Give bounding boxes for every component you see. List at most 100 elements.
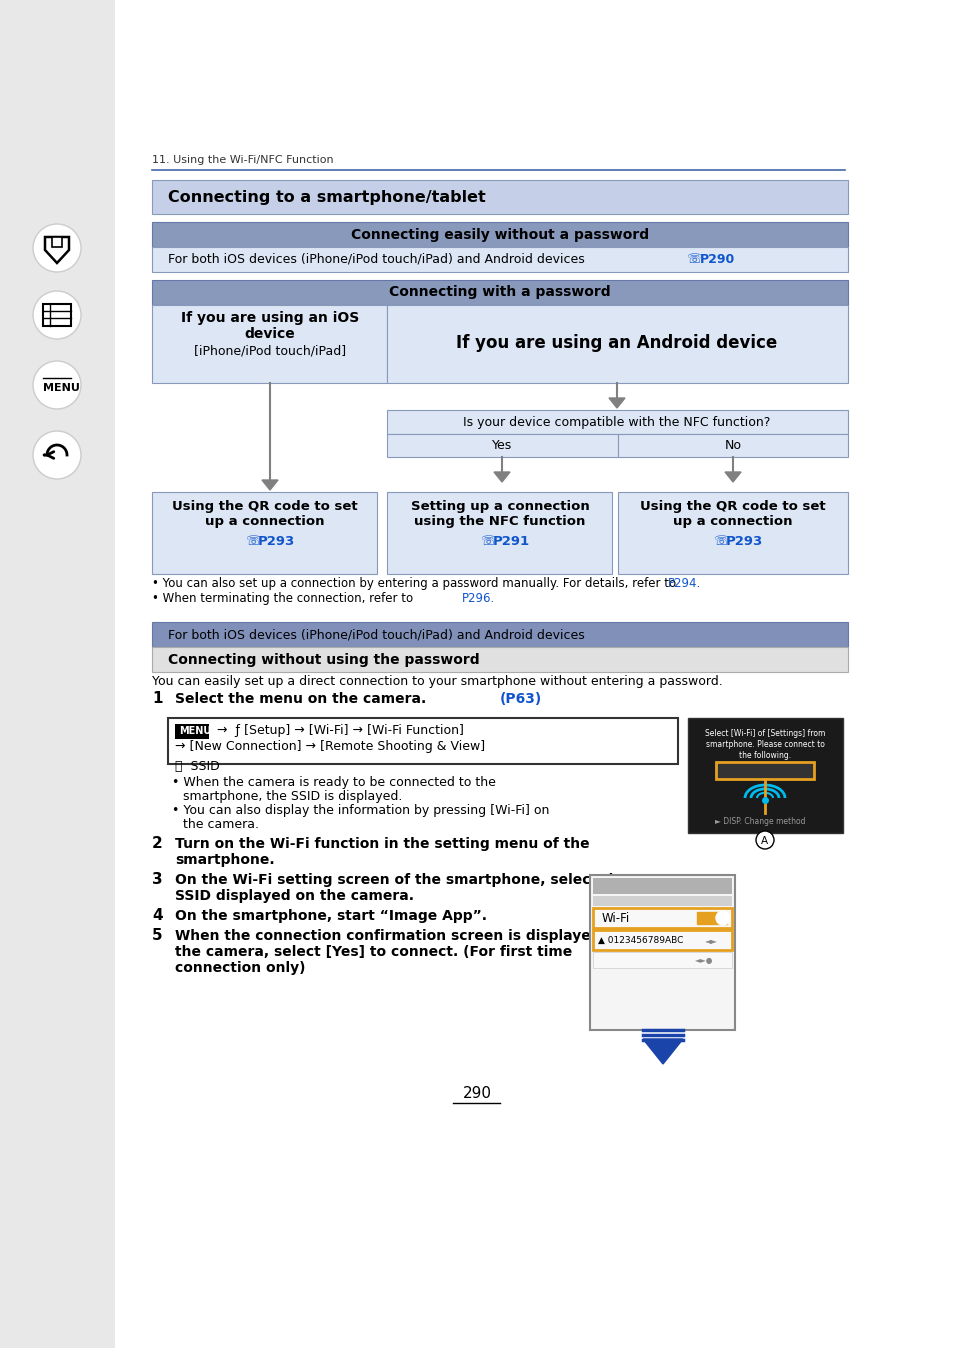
Bar — [719, 764, 810, 776]
Bar — [387, 434, 618, 457]
Text: connection only): connection only) — [174, 961, 305, 975]
Text: [iPhone/iPod touch/iPad]: [iPhone/iPod touch/iPad] — [193, 344, 346, 357]
Text: For both iOS devices (iPhone/iPod touch/iPad) and Android devices: For both iOS devices (iPhone/iPod touch/… — [168, 253, 584, 266]
Polygon shape — [642, 1039, 682, 1064]
Text: using the NFC function: using the NFC function — [414, 515, 585, 528]
Bar — [43, 305, 71, 326]
Polygon shape — [608, 398, 624, 408]
Text: 1: 1 — [152, 692, 162, 706]
Bar — [152, 247, 847, 272]
Text: You can easily set up a direct connection to your smartphone without entering a : You can easily set up a direct connectio… — [152, 675, 722, 687]
Bar — [168, 718, 678, 764]
Text: When the connection confirmation screen is displayed on: When the connection confirmation screen … — [174, 929, 624, 944]
Text: 3: 3 — [152, 872, 162, 887]
Text: up a connection: up a connection — [205, 515, 324, 528]
Bar — [618, 492, 847, 574]
Bar — [593, 952, 731, 968]
Bar — [152, 181, 847, 214]
Bar — [593, 878, 731, 894]
Circle shape — [33, 224, 81, 272]
Bar — [152, 647, 847, 673]
Circle shape — [755, 830, 773, 849]
Text: Connecting easily without a password: Connecting easily without a password — [351, 228, 648, 243]
Polygon shape — [724, 472, 740, 483]
Text: ☏: ☏ — [712, 535, 728, 549]
Bar — [152, 280, 847, 305]
Text: device: device — [244, 328, 295, 341]
Text: P293: P293 — [257, 535, 294, 549]
Text: (P63): (P63) — [499, 692, 541, 706]
Text: If you are using an Android device: If you are using an Android device — [456, 334, 777, 352]
Bar — [52, 237, 62, 247]
Text: For both iOS devices (iPhone/iPod touch/iPad) and Android devices: For both iOS devices (iPhone/iPod touch/… — [168, 628, 584, 642]
Bar — [387, 410, 847, 434]
Text: Using the QR code to set: Using the QR code to set — [639, 500, 825, 514]
Text: ☏: ☏ — [245, 535, 260, 549]
Text: No: No — [723, 439, 740, 452]
Text: • You can also set up a connection by entering a password manually. For details,: • You can also set up a connection by en… — [152, 577, 676, 590]
Text: smartphone, the SSID is displayed.: smartphone, the SSID is displayed. — [183, 790, 402, 803]
Bar — [716, 762, 813, 779]
Text: P293: P293 — [725, 535, 762, 549]
Bar — [52, 237, 62, 247]
Text: Connecting to a smartphone/tablet: Connecting to a smartphone/tablet — [168, 190, 485, 205]
Text: ☏: ☏ — [685, 253, 700, 266]
Text: Select the menu on the camera.: Select the menu on the camera. — [174, 692, 426, 706]
Text: the camera, select [Yes] to connect. (For first time: the camera, select [Yes] to connect. (Fo… — [174, 945, 572, 958]
Text: Yes: Yes — [492, 439, 512, 452]
Bar — [174, 724, 209, 739]
Text: • When terminating the connection, refer to: • When terminating the connection, refer… — [152, 592, 413, 605]
Bar — [152, 222, 847, 247]
Text: ◄►●: ◄►● — [695, 956, 713, 965]
Text: Turn on the Wi-Fi function in the setting menu of the: Turn on the Wi-Fi function in the settin… — [174, 837, 589, 851]
Bar — [687, 718, 842, 833]
Bar — [387, 492, 612, 574]
Bar — [0, 0, 115, 1348]
Text: smartphone.: smartphone. — [174, 853, 274, 867]
Bar — [697, 913, 726, 923]
Text: ► DISP. Change method: ► DISP. Change method — [714, 817, 804, 826]
Circle shape — [716, 911, 729, 925]
Text: ☏: ☏ — [479, 535, 496, 549]
Text: ◄►: ◄► — [704, 936, 718, 945]
Text: → [New Connection] → [Remote Shooting & View]: → [New Connection] → [Remote Shooting & … — [174, 740, 485, 754]
Text: the camera.: the camera. — [183, 818, 258, 830]
Polygon shape — [494, 472, 510, 483]
Polygon shape — [262, 480, 277, 491]
Bar — [593, 896, 731, 906]
Text: SSID displayed on the camera.: SSID displayed on the camera. — [174, 888, 414, 903]
Circle shape — [33, 431, 81, 479]
Text: Select [Wi-Fi] of [Settings] from: Select [Wi-Fi] of [Settings] from — [704, 729, 824, 737]
Text: ▲ 0123456789ABC: ▲ 0123456789ABC — [598, 936, 682, 945]
Text: If you are using an iOS: If you are using an iOS — [181, 311, 358, 325]
Bar — [589, 875, 734, 1030]
Text: Setting up a connection: Setting up a connection — [410, 500, 589, 514]
Bar — [593, 909, 731, 927]
Text: P296.: P296. — [461, 592, 495, 605]
Text: MENU: MENU — [43, 383, 80, 394]
Text: Using the QR code to set: Using the QR code to set — [172, 500, 357, 514]
Bar — [593, 930, 731, 950]
Text: 2: 2 — [152, 836, 163, 851]
Bar — [152, 621, 847, 647]
Text: • You can also display the information by pressing [Wi-Fi] on: • You can also display the information b… — [172, 803, 549, 817]
Text: P294.: P294. — [667, 577, 700, 590]
Text: 11. Using the Wi-Fi/NFC Function: 11. Using the Wi-Fi/NFC Function — [152, 155, 334, 164]
Text: Ⓐ  SSID: Ⓐ SSID — [174, 760, 219, 772]
Text: Connecting without using the password: Connecting without using the password — [168, 652, 479, 667]
Text: →  ƒ [Setup] → [Wi-Fi] → [Wi-Fi Function]: → ƒ [Setup] → [Wi-Fi] → [Wi-Fi Function] — [213, 724, 463, 737]
Text: On the smartphone, start “Image App”.: On the smartphone, start “Image App”. — [174, 909, 486, 923]
Bar — [152, 305, 387, 383]
Text: Wi-Fi: Wi-Fi — [601, 913, 630, 925]
Text: P290: P290 — [700, 253, 735, 266]
Text: 5: 5 — [152, 927, 162, 944]
Text: the following.: the following. — [739, 751, 790, 760]
Bar — [618, 434, 847, 457]
Text: Is your device compatible with the NFC function?: Is your device compatible with the NFC f… — [463, 417, 770, 429]
Text: Connecting with a password: Connecting with a password — [389, 284, 610, 299]
Text: MENU: MENU — [179, 727, 211, 736]
Bar — [387, 305, 847, 383]
Text: A: A — [760, 836, 767, 847]
Text: 290: 290 — [462, 1086, 491, 1101]
Text: P291: P291 — [493, 535, 530, 549]
